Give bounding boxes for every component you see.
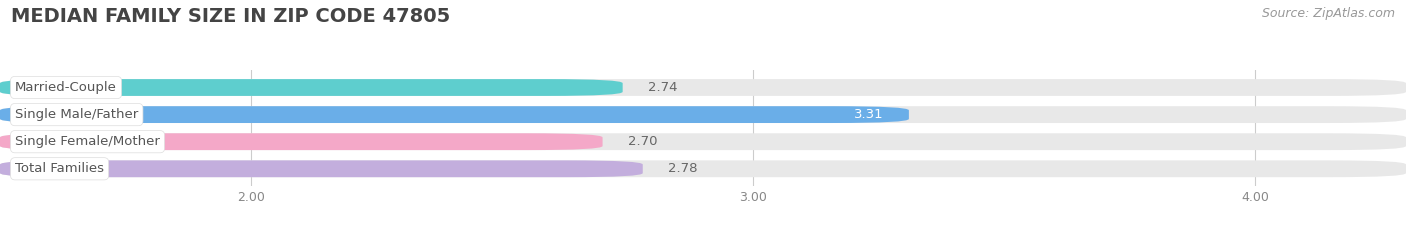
Text: 2.70: 2.70 (627, 135, 657, 148)
Text: 2.78: 2.78 (668, 162, 697, 175)
FancyBboxPatch shape (0, 133, 1406, 150)
FancyBboxPatch shape (0, 160, 1406, 177)
Text: Single Male/Father: Single Male/Father (15, 108, 138, 121)
FancyBboxPatch shape (0, 79, 623, 96)
FancyBboxPatch shape (0, 79, 1406, 96)
Text: 2.74: 2.74 (648, 81, 678, 94)
FancyBboxPatch shape (0, 106, 908, 123)
Text: Source: ZipAtlas.com: Source: ZipAtlas.com (1261, 7, 1395, 20)
FancyBboxPatch shape (0, 106, 1406, 123)
Text: Single Female/Mother: Single Female/Mother (15, 135, 160, 148)
Text: Total Families: Total Families (15, 162, 104, 175)
FancyBboxPatch shape (0, 160, 643, 177)
Text: 3.31: 3.31 (855, 108, 884, 121)
FancyBboxPatch shape (0, 133, 603, 150)
Text: MEDIAN FAMILY SIZE IN ZIP CODE 47805: MEDIAN FAMILY SIZE IN ZIP CODE 47805 (11, 7, 450, 26)
Text: Married-Couple: Married-Couple (15, 81, 117, 94)
